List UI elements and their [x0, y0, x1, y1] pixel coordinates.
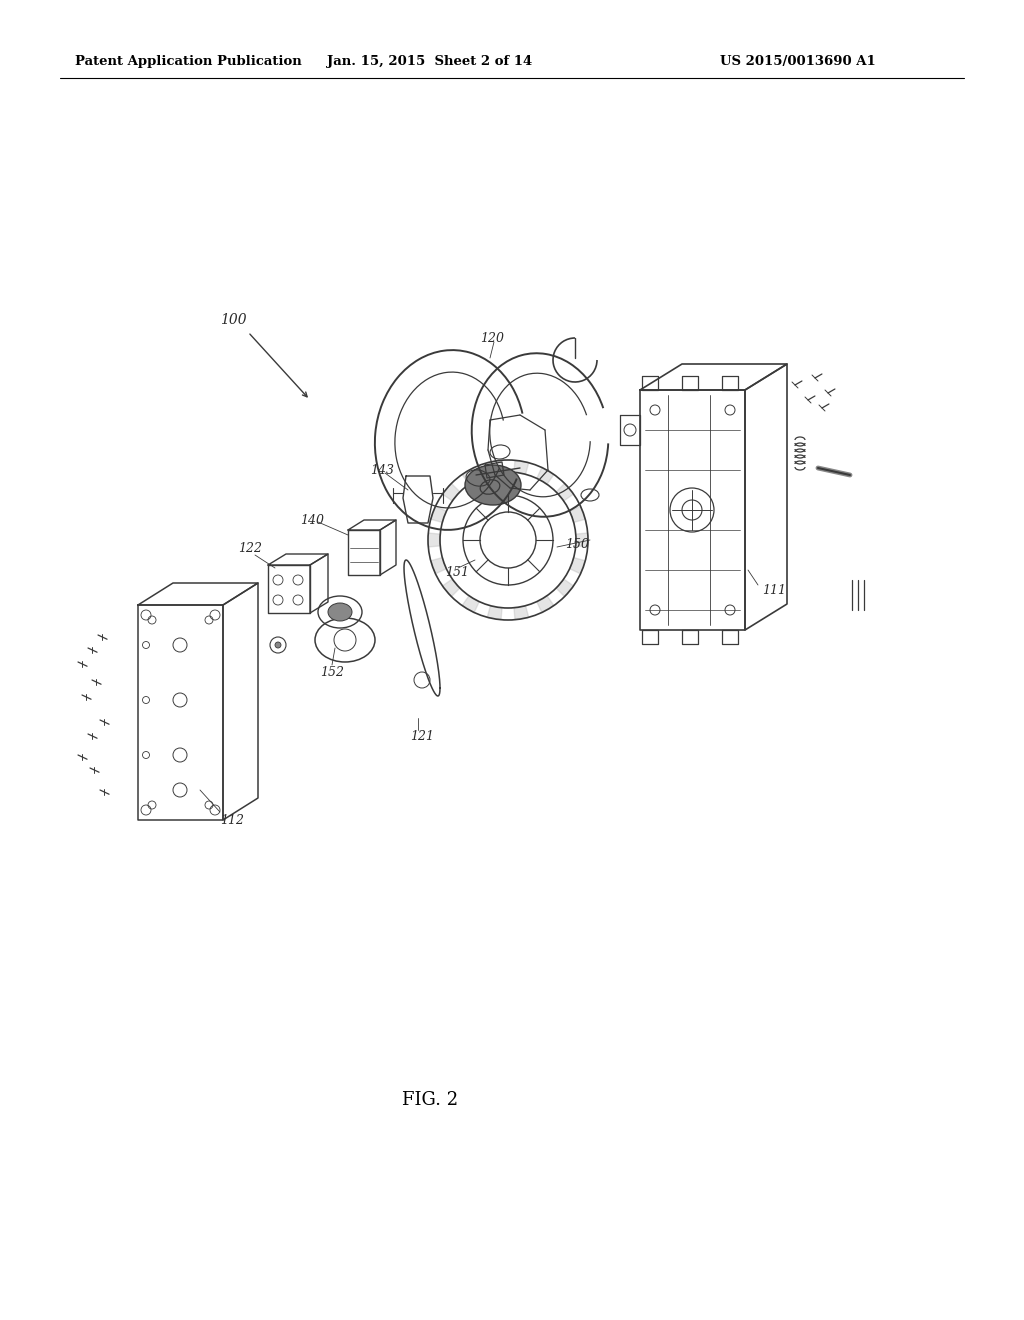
- Polygon shape: [428, 533, 440, 546]
- Polygon shape: [431, 557, 446, 574]
- Text: 112: 112: [220, 813, 244, 826]
- Polygon shape: [537, 595, 554, 612]
- Text: 120: 120: [480, 331, 504, 345]
- Text: 121: 121: [410, 730, 434, 742]
- Polygon shape: [442, 579, 460, 597]
- Ellipse shape: [328, 603, 352, 620]
- Ellipse shape: [465, 465, 521, 506]
- Circle shape: [275, 642, 281, 648]
- Polygon shape: [431, 506, 446, 523]
- Text: 151: 151: [445, 565, 469, 578]
- Text: 150: 150: [565, 539, 589, 552]
- Polygon shape: [556, 579, 573, 597]
- Polygon shape: [575, 533, 588, 546]
- Polygon shape: [487, 606, 502, 619]
- Text: Patent Application Publication: Patent Application Publication: [75, 55, 302, 69]
- Polygon shape: [462, 467, 479, 484]
- Text: 111: 111: [762, 583, 786, 597]
- Polygon shape: [442, 483, 460, 502]
- Text: Jan. 15, 2015  Sheet 2 of 14: Jan. 15, 2015 Sheet 2 of 14: [328, 55, 532, 69]
- Polygon shape: [462, 595, 479, 612]
- Polygon shape: [537, 467, 554, 484]
- Text: 152: 152: [319, 665, 344, 678]
- Text: 122: 122: [238, 541, 262, 554]
- Polygon shape: [487, 461, 502, 474]
- Text: 143: 143: [370, 463, 394, 477]
- Text: US 2015/0013690 A1: US 2015/0013690 A1: [720, 55, 876, 69]
- Polygon shape: [556, 483, 573, 502]
- Polygon shape: [514, 606, 528, 619]
- Polygon shape: [569, 506, 586, 523]
- Polygon shape: [569, 557, 586, 574]
- Polygon shape: [514, 461, 528, 474]
- Text: 100: 100: [220, 313, 247, 327]
- Text: FIG. 2: FIG. 2: [402, 1092, 458, 1109]
- Text: 140: 140: [300, 513, 324, 527]
